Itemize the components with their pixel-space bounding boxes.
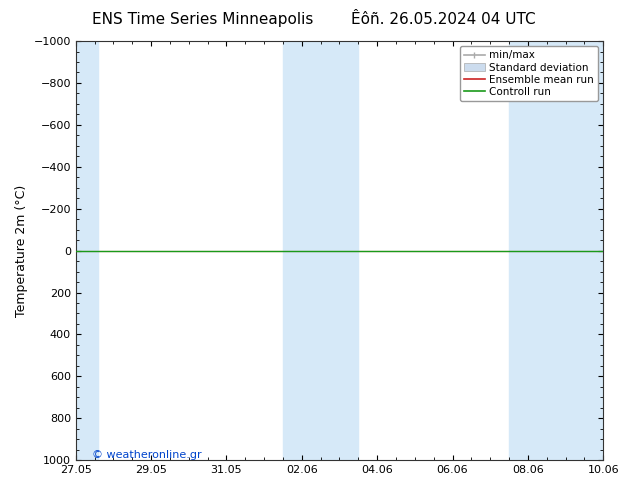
Text: Êôñ. 26.05.2024 04 UTC: Êôñ. 26.05.2024 04 UTC — [351, 12, 536, 27]
Bar — [509, 41, 622, 460]
Bar — [57, 41, 98, 460]
Text: ENS Time Series Minneapolis: ENS Time Series Minneapolis — [92, 12, 314, 27]
Legend: min/max, Standard deviation, Ensemble mean run, Controll run: min/max, Standard deviation, Ensemble me… — [460, 46, 598, 101]
Bar — [283, 41, 358, 460]
Text: © weatheronline.gr: © weatheronline.gr — [92, 450, 201, 460]
Y-axis label: Temperature 2m (°C): Temperature 2m (°C) — [15, 184, 28, 317]
